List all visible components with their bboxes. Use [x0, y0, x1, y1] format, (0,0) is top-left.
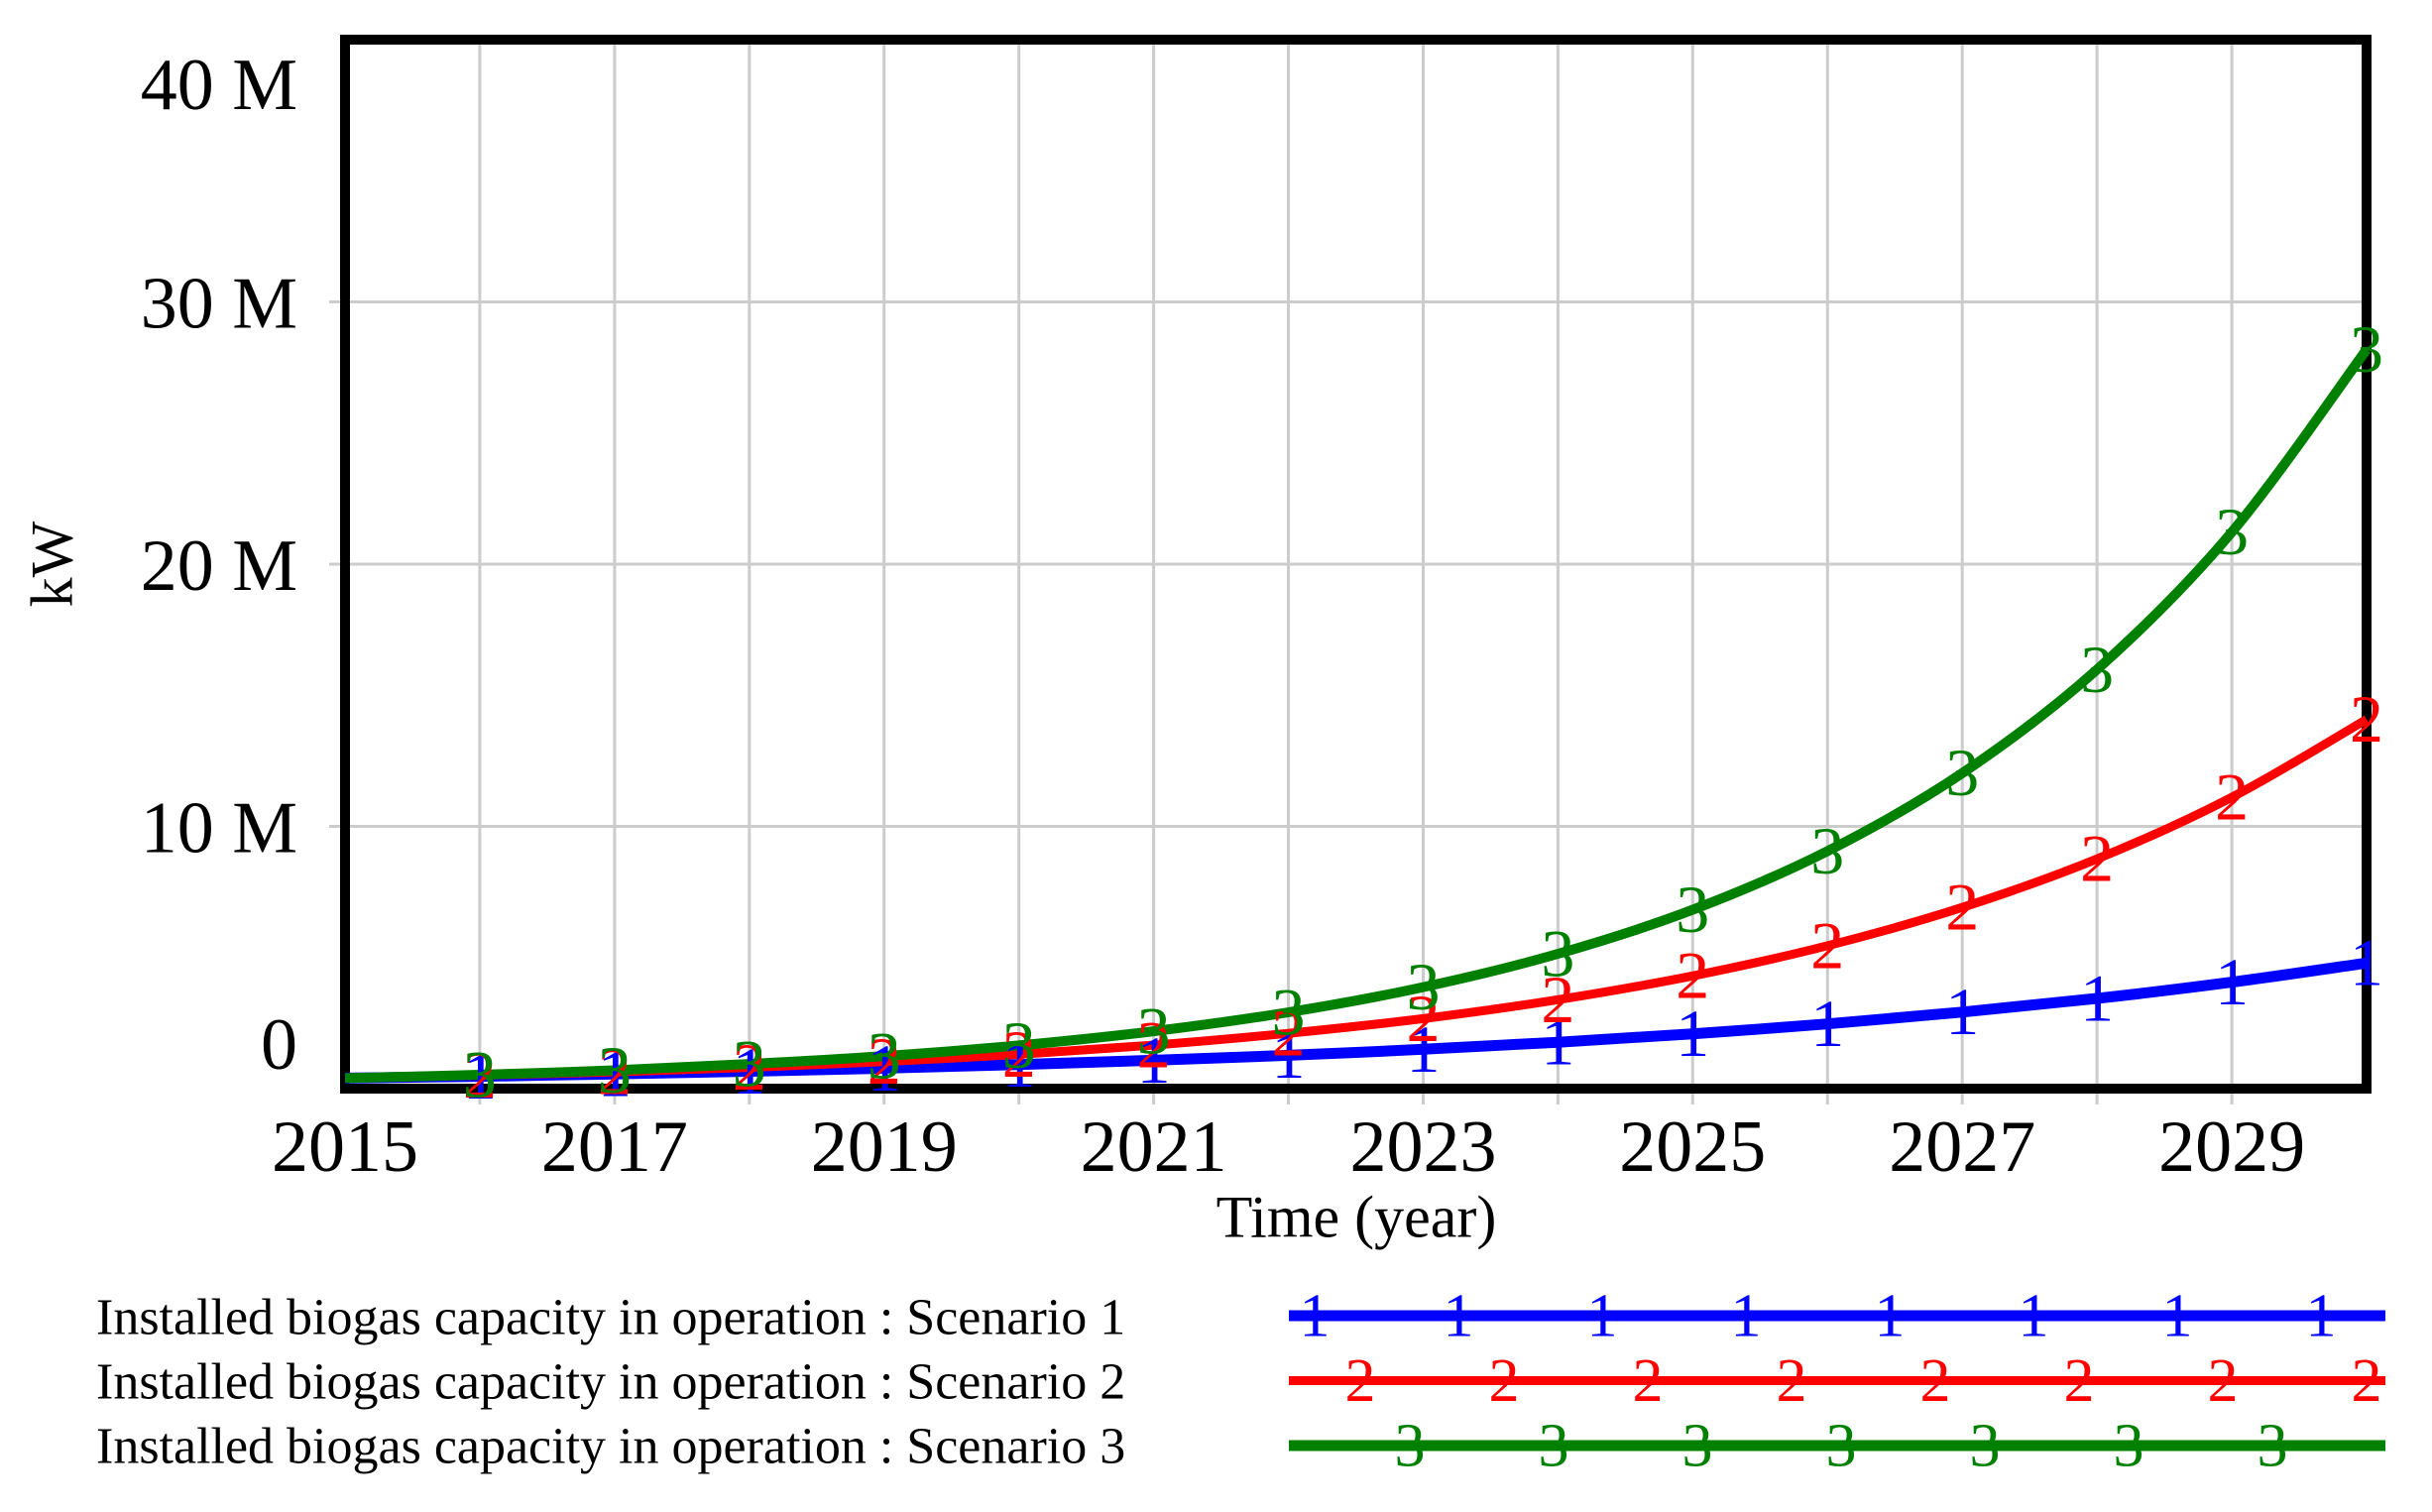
x-tick-label: 2021 [1081, 1106, 1227, 1188]
legend-marker-scenario-2: 2 [2208, 1347, 2239, 1415]
curve-marker-scenario-3: 3 [1676, 872, 1709, 947]
legend-marker-scenario-1: 1 [1587, 1283, 1618, 1350]
series-curves-group [344, 346, 2372, 1084]
curve-marker-scenario-1: 1 [1810, 986, 1844, 1061]
legend-marker-scenario-1: 1 [1875, 1283, 1906, 1350]
legend-marker-scenario-2: 2 [1633, 1347, 1664, 1415]
legend-marker-scenario-3: 3 [1395, 1413, 1426, 1480]
curve-marker-scenario-3: 3 [733, 1026, 766, 1102]
curve-marker-scenario-3: 3 [1002, 1007, 1036, 1083]
curve-marker-scenario-2: 2 [1676, 938, 1709, 1013]
curve-marker-scenario-3: 3 [1407, 949, 1441, 1024]
x-tick-labels-group: 2015 2017 2019 2021 2023 2025 2027 2029 [272, 1106, 2305, 1188]
legend-marker-scenario-2: 2 [1345, 1347, 1376, 1415]
x-tick-label: 2015 [272, 1106, 418, 1188]
curve-marker-scenario-1: 1 [1002, 1026, 1036, 1102]
legend-marker-scenario-2: 2 [2352, 1347, 2382, 1415]
curve-marker-scenario-3: 3 [1810, 813, 1844, 888]
horizontal-gridlines-group [329, 300, 2367, 828]
y-tick-label: 40 M [141, 45, 297, 126]
curve-marker-scenario-3: 3 [1541, 916, 1574, 991]
curve-marker-scenario-3: 3 [2080, 632, 2114, 707]
curve-marker-scenario-2: 2 [1002, 1016, 1036, 1092]
curve-marker-scenario-3: 3 [1137, 993, 1171, 1069]
curve-marker-scenario-2: 2 [2215, 759, 2249, 835]
curve-marker-scenario-3: 3 [2215, 494, 2249, 569]
legend-marker-scenario-3: 3 [2258, 1413, 2288, 1480]
legend-marker-scenario-1: 1 [1731, 1283, 1762, 1350]
legend-marker-scenario-2: 2 [1489, 1347, 1520, 1415]
legend-lines-group: 1 1 1 1 1 1 1 12 2 2 2 2 2 2 23 3 3 3 3 3 3 [1289, 1283, 2385, 1480]
x-axis-title: Time (year) [1216, 1184, 1497, 1250]
curve-marker-scenario-2: 2 [733, 1029, 766, 1105]
legend-label-scenario-1: Installed biogas capacity in operation :… [96, 1289, 1126, 1346]
series-curve-scenario-3 [344, 346, 2372, 1084]
curve-marker-scenario-1: 1 [1676, 995, 1709, 1071]
legend-marker-scenario-2: 2 [1920, 1347, 1951, 1415]
curve-marker-scenario-3: 3 [1272, 975, 1306, 1050]
legend-label-scenario-2: Installed biogas capacity in operation :… [96, 1353, 1126, 1411]
y-tick-label: 20 M [141, 525, 297, 607]
x-tick-label: 2019 [811, 1106, 958, 1188]
y-tick-label: 30 M [141, 264, 297, 345]
curve-marker-scenario-1: 1 [2080, 961, 2114, 1036]
x-tick-label: 2025 [1619, 1106, 1766, 1188]
curve-marker-scenario-1: 1 [1407, 1011, 1441, 1087]
y-tick-label: 10 M [141, 788, 297, 870]
x-tick-label: 2029 [2158, 1106, 2305, 1188]
curve-marker-scenario-3: 3 [598, 1032, 632, 1107]
legend-marker-scenario-3: 3 [1539, 1413, 1569, 1480]
legend-marker-scenario-3: 3 [2114, 1413, 2144, 1480]
y-axis-unit-label: kW [19, 521, 85, 608]
curve-marker-scenario-2: 2 [1541, 962, 1574, 1037]
legend-marker-scenario-2: 2 [1777, 1347, 1807, 1415]
legend-marker-scenario-3: 3 [1826, 1413, 1857, 1480]
curve-marker-scenario-1: 1 [2350, 925, 2383, 1000]
plot-frame [340, 35, 2372, 1094]
legend-marker-scenario-1: 1 [2019, 1283, 2049, 1350]
vertical-gridlines-group [478, 40, 2234, 1105]
curve-marker-scenario-3: 3 [868, 1018, 901, 1094]
x-tick-label: 2027 [1889, 1106, 2035, 1188]
curve-marker-scenario-3: 3 [2350, 311, 2383, 387]
curve-marker-scenario-1: 1 [733, 1033, 766, 1108]
curve-marker-scenario-2: 2 [1272, 995, 1306, 1071]
x-tick-label: 2017 [541, 1106, 688, 1188]
curve-marker-scenario-2: 2 [1407, 981, 1441, 1056]
curve-marker-scenario-2: 2 [1810, 907, 1844, 983]
curve-marker-scenario-2: 2 [2350, 681, 2383, 756]
x-tick-label: 2023 [1350, 1106, 1497, 1188]
curve-marker-scenario-2: 2 [463, 1037, 497, 1112]
curve-marker-scenario-2: 2 [868, 1023, 901, 1099]
curve-marker-scenario-1: 1 [1272, 1017, 1306, 1093]
legend-label-scenario-3: Installed biogas capacity in operation :… [96, 1418, 1126, 1475]
curve-marker-scenario-1: 1 [1541, 1004, 1574, 1080]
legend-marker-scenario-3: 3 [1970, 1413, 2001, 1480]
legend-marker-scenario-1: 1 [2162, 1283, 2193, 1350]
y-tick-label: 0 [261, 1004, 297, 1086]
curve-marker-scenario-1: 1 [1945, 974, 1979, 1049]
y-tick-labels-group: 0 10 M 20 M 30 M 40 M [141, 45, 297, 1086]
legend-marker-scenario-3: 3 [1682, 1413, 1713, 1480]
legend-marker-scenario-1: 1 [2306, 1283, 2337, 1350]
legend-marker-scenario-1: 1 [1300, 1283, 1331, 1350]
curve-marker-scenario-2: 2 [2080, 821, 2114, 896]
curve-marker-scenario-1: 1 [1137, 1022, 1171, 1098]
curve-marker-scenario-2: 2 [598, 1034, 632, 1109]
curve-marker-scenario-2: 2 [1137, 1007, 1171, 1083]
curve-marker-scenario-1: 1 [463, 1038, 497, 1113]
legend-marker-scenario-2: 2 [2064, 1347, 2095, 1415]
curve-marker-scenario-1: 1 [598, 1036, 632, 1111]
legend-marker-scenario-1: 1 [1444, 1283, 1474, 1350]
curve-marker-scenario-3: 3 [1945, 735, 1979, 810]
curve-marker-scenario-1: 1 [868, 1030, 901, 1105]
curve-marker-scenario-1: 1 [2215, 944, 2249, 1019]
curve-marker-scenario-2: 2 [1945, 870, 1979, 945]
curve-marker-scenario-3: 3 [463, 1036, 497, 1111]
